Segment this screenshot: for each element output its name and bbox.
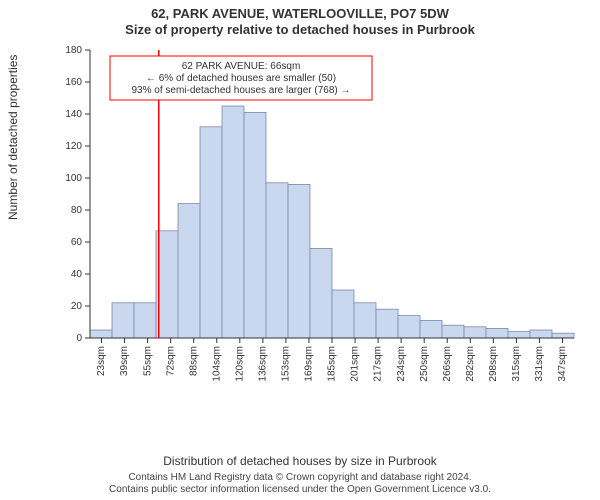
histogram-bar xyxy=(112,303,134,338)
y-tick-label: 100 xyxy=(65,173,82,184)
x-tick-label: 185sqm xyxy=(327,346,338,382)
x-tick-label: 298sqm xyxy=(488,346,499,382)
histogram-chart: 0 20 40 60 80 100 120 140 160 180 23sqm 39sqm 55sqm 7… xyxy=(60,46,580,396)
footer-attribution: Contains HM Land Registry data © Crown c… xyxy=(0,472,600,496)
footer-line1: Contains HM Land Registry data © Crown c… xyxy=(0,472,600,484)
x-tick-label: 153sqm xyxy=(281,346,292,382)
x-tick-label: 88sqm xyxy=(188,346,199,376)
callout-text-line: ← 6% of detached houses are smaller (50) xyxy=(146,73,336,84)
histogram-bar xyxy=(464,327,486,338)
histogram-bar xyxy=(376,309,398,338)
x-tick-label: 120sqm xyxy=(234,346,245,382)
y-tick-label: 180 xyxy=(65,46,82,56)
histogram-bar xyxy=(442,325,464,338)
x-tick-label: 315sqm xyxy=(511,346,522,382)
y-tick-label: 140 xyxy=(65,109,82,120)
x-tick-label: 217sqm xyxy=(373,346,384,382)
histogram-bar xyxy=(552,333,574,338)
x-tick-label: 331sqm xyxy=(534,346,545,382)
title-line1: 62, PARK AVENUE, WATERLOOVILLE, PO7 5DW xyxy=(0,6,600,22)
histogram-bar xyxy=(486,328,508,338)
histogram-bar xyxy=(420,320,442,338)
y-tick-label: 0 xyxy=(76,333,82,344)
x-tick-label: 104sqm xyxy=(211,346,222,382)
y-tick-label: 20 xyxy=(71,301,83,312)
x-tick-label: 55sqm xyxy=(142,346,153,376)
x-axis-label: Distribution of detached houses by size … xyxy=(0,454,600,468)
x-tick-label: 169sqm xyxy=(304,346,315,382)
histogram-bar xyxy=(134,303,156,338)
y-tick-label: 80 xyxy=(71,205,83,216)
callout-text-line: 93% of semi-detached houses are larger (… xyxy=(131,85,350,96)
x-tick-label: 201sqm xyxy=(350,346,361,382)
y-axis-label: Number of detached properties xyxy=(6,55,20,220)
footer-line2: Contains public sector information licen… xyxy=(0,484,600,496)
x-tick-label: 250sqm xyxy=(419,346,430,382)
histogram-bar xyxy=(244,112,266,338)
callout-text-line: 62 PARK AVENUE: 66sqm xyxy=(182,61,301,72)
x-tick-label: 234sqm xyxy=(396,346,407,382)
histogram-bar xyxy=(310,248,332,338)
histogram-bar xyxy=(508,332,530,338)
histogram-bar xyxy=(178,204,200,338)
histogram-bar xyxy=(222,106,244,338)
histogram-bar xyxy=(90,330,112,338)
chart-title: 62, PARK AVENUE, WATERLOOVILLE, PO7 5DW … xyxy=(0,0,600,37)
x-tick-label: 136sqm xyxy=(257,346,268,382)
x-tick-label: 23sqm xyxy=(96,346,107,376)
x-tick-label: 72sqm xyxy=(165,346,176,376)
y-tick-label: 120 xyxy=(65,141,82,152)
y-tick-label: 160 xyxy=(65,77,82,88)
x-tick-label: 347sqm xyxy=(557,346,568,382)
histogram-bar xyxy=(354,303,376,338)
x-tick-label: 39sqm xyxy=(119,346,130,376)
x-tick-label: 282sqm xyxy=(465,346,476,382)
histogram-bar xyxy=(200,127,222,338)
histogram-bar xyxy=(288,184,310,338)
histogram-bar xyxy=(398,316,420,338)
chart-plot-area: 0 20 40 60 80 100 120 140 160 180 23sqm 39sqm 55sqm 7… xyxy=(60,46,580,396)
y-tick-label: 40 xyxy=(71,269,83,280)
histogram-bar xyxy=(332,290,354,338)
y-tick-label: 60 xyxy=(71,237,83,248)
histogram-bar xyxy=(266,183,288,338)
histogram-bar xyxy=(530,330,552,338)
x-tick-label: 266sqm xyxy=(442,346,453,382)
title-line2: Size of property relative to detached ho… xyxy=(0,22,600,38)
